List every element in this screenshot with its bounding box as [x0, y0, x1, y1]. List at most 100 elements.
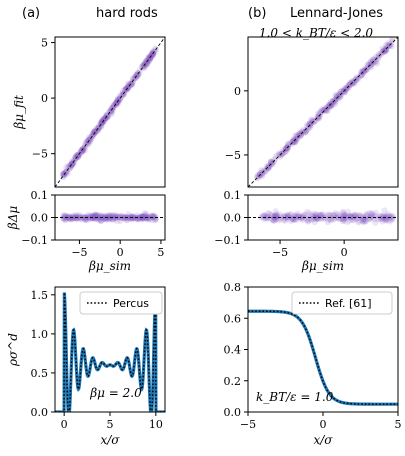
- scatter-point: [262, 167, 269, 174]
- residual-point: [123, 216, 131, 223]
- residual-point: [149, 213, 156, 220]
- residual-point: [340, 217, 348, 224]
- residual-point: [299, 214, 306, 221]
- scatter-point: [341, 89, 348, 96]
- scatter-point: [357, 72, 364, 79]
- scatter-point: [100, 118, 107, 125]
- residual-point: [366, 209, 373, 217]
- residual-point: [73, 213, 80, 220]
- scatter-point: [278, 151, 286, 158]
- residual-point: [312, 212, 319, 219]
- scatter-point: [144, 59, 151, 67]
- scatter-point: [355, 74, 362, 82]
- residual-point: [273, 212, 280, 219]
- residual-point: [327, 216, 335, 224]
- scatter-point: [303, 126, 310, 134]
- residual-point: [381, 213, 388, 221]
- residual-point: [344, 214, 351, 221]
- scatter-point: [103, 111, 110, 119]
- residual-point: [140, 215, 148, 222]
- residual-point: [305, 217, 312, 224]
- residual-point: [287, 217, 295, 225]
- scatter-point: [79, 147, 86, 154]
- residual-point: [136, 215, 143, 222]
- scatter-point: [370, 56, 377, 63]
- scatter-point: [315, 114, 322, 121]
- scatter-point: [372, 53, 380, 61]
- scatter-point: [369, 60, 376, 67]
- residual-point: [349, 213, 356, 221]
- scatter-point: [115, 96, 122, 104]
- residual-point: [125, 214, 132, 221]
- residual-point: [106, 213, 113, 220]
- residual-point: [264, 213, 271, 221]
- residual-point: [304, 218, 312, 225]
- scatter-point: [350, 78, 358, 86]
- residual-point: [275, 216, 283, 224]
- scatter-point: [307, 120, 314, 127]
- scatter-point: [309, 117, 316, 125]
- scatter-point: [310, 118, 317, 126]
- scatter-point: [292, 137, 299, 144]
- residual-point: [344, 208, 351, 216]
- scatter-point: [298, 128, 306, 135]
- scatter-point: [111, 100, 119, 107]
- scatter-point: [109, 102, 117, 110]
- scatter-point: [301, 129, 308, 136]
- residual-point: [136, 215, 144, 223]
- scatter-point: [256, 171, 263, 179]
- scatter-point: [99, 117, 106, 124]
- scatter-point: [372, 58, 380, 65]
- scatter-point: [380, 47, 387, 54]
- scatter-point: [129, 78, 136, 86]
- residual-point: [138, 213, 145, 221]
- residual-point: [75, 214, 83, 221]
- residual-point: [270, 217, 277, 224]
- scatter-point: [379, 45, 386, 52]
- residual-point: [139, 213, 147, 221]
- residual-point: [261, 212, 269, 220]
- scatter-point: [143, 61, 150, 68]
- residual-point: [64, 213, 71, 220]
- residual-point: [146, 214, 153, 222]
- y-tick-label-b-profile: 0.4: [224, 344, 242, 357]
- residual-point: [129, 214, 136, 222]
- scatter-point: [311, 117, 319, 125]
- residual-point: [85, 211, 92, 219]
- scatter-point: [382, 47, 389, 54]
- scatter-point: [368, 58, 375, 65]
- scatter-point: [69, 158, 76, 165]
- scatter-point: [338, 88, 345, 95]
- scatter-point: [140, 64, 147, 72]
- scatter-point: [294, 132, 301, 139]
- residual-point: [344, 218, 351, 226]
- scatter-point: [385, 42, 392, 49]
- residual-point: [142, 213, 149, 220]
- residual-point: [97, 217, 104, 224]
- residual-point: [335, 215, 342, 222]
- residual-point: [264, 214, 271, 222]
- residual-point: [363, 213, 371, 220]
- scatter-point: [291, 138, 298, 146]
- residual-point: [330, 211, 337, 219]
- scatter-point: [275, 151, 282, 159]
- scatter-point: [311, 118, 318, 125]
- scatter-point: [325, 101, 333, 108]
- scatter-point: [68, 162, 76, 169]
- residual-point: [276, 211, 284, 218]
- x-tick-label-b-residual: 0: [341, 246, 348, 259]
- scatter-point: [360, 69, 367, 76]
- residual-point: [291, 212, 299, 219]
- residual-point: [80, 213, 88, 221]
- residual-point: [319, 214, 327, 221]
- scatter-point: [132, 74, 139, 82]
- residual-point: [350, 216, 357, 224]
- scatter-point: [120, 91, 128, 98]
- y-tick-label-a-residual: 0.1: [31, 189, 49, 202]
- scatter-points-b-parity: [254, 37, 396, 182]
- residual-point: [71, 214, 78, 221]
- plot-frame-a-parity: [54, 36, 166, 188]
- residual-point: [139, 213, 146, 220]
- scatter-point: [276, 153, 284, 160]
- residual-point: [92, 211, 99, 218]
